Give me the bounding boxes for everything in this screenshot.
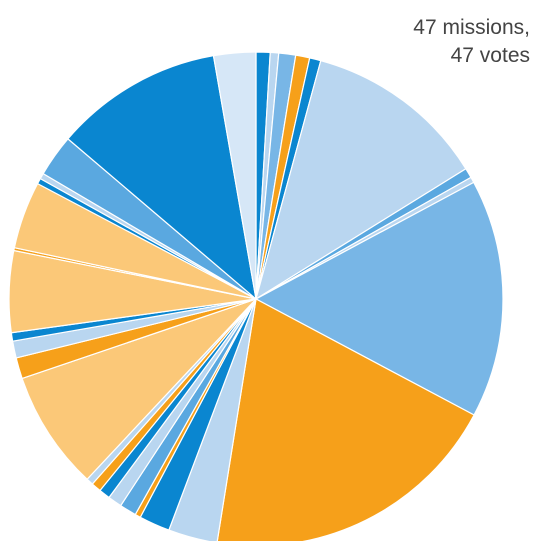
pie-slice-30 [212,51,257,300]
pie-slice-29 [67,55,257,300]
annotation-line-2: 47 votes [450,44,530,67]
missions-votes-annotation: 47 missions, 47 votes [413,14,530,70]
pie-slice-9 [255,181,504,416]
pie-slices [8,51,504,546]
pie-slice-19 [21,298,257,480]
pie-slice-6 [255,60,467,300]
annotation-line-1: 47 missions, [413,16,530,39]
